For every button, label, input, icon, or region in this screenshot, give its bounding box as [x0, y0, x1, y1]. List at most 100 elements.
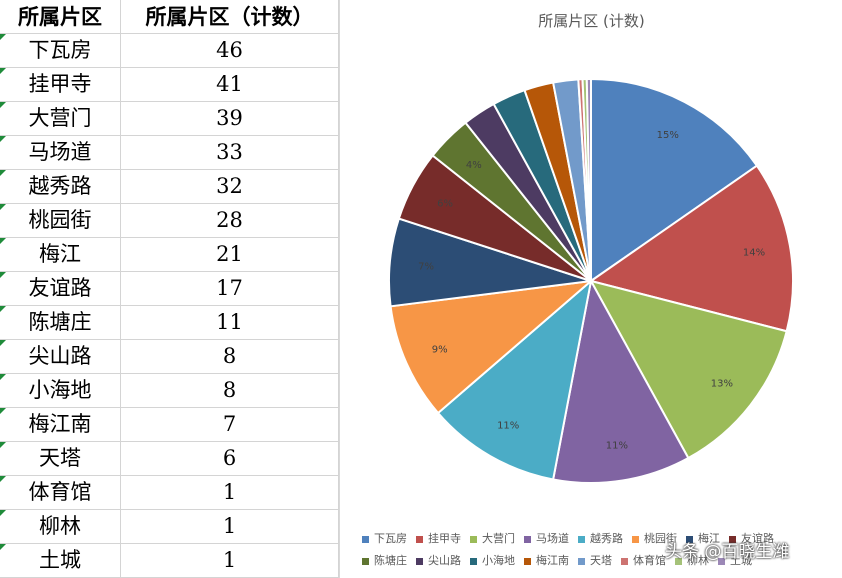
legend-swatch-icon — [470, 557, 477, 565]
table-row: 小海地 8 — [0, 374, 339, 408]
cell-area-name[interactable]: 马场道 — [28, 140, 92, 164]
cell-count[interactable]: 7 — [222, 412, 237, 436]
cell-count[interactable]: 28 — [216, 208, 243, 232]
table-row: 大营门 39 — [0, 102, 339, 136]
cell-area-name[interactable]: 友谊路 — [28, 276, 92, 300]
cell-area-name[interactable]: 土城 — [39, 548, 81, 572]
legend-swatch-icon — [362, 535, 369, 543]
legend-item[interactable]: 友谊路 — [729, 528, 774, 550]
pie-slice-4[interactable] — [551, 278, 690, 484]
cell-count[interactable]: 1 — [222, 480, 237, 504]
legend-item[interactable]: 挂甲寺 — [416, 528, 461, 550]
cell-note-marker — [0, 374, 6, 380]
legend-label: 下瓦房 — [374, 532, 407, 545]
cell-area-name[interactable]: 大营门 — [28, 106, 92, 130]
legend-label: 尖山路 — [428, 554, 461, 567]
pie-chart-panel[interactable]: 所属片区 (计数) 15% 14% 13% 11% 11% 9% 7% 6% 4% 下瓦房 挂甲寺… — [339, 0, 842, 578]
table-row: 尖山路 8 — [0, 340, 339, 374]
cell-count[interactable]: 6 — [222, 446, 237, 470]
chart-title: 所属片区 (计数) — [538, 12, 645, 30]
data-label: 7% — [418, 261, 434, 272]
cell-area-name[interactable]: 天塔 — [39, 446, 81, 470]
cell-note-marker — [0, 544, 6, 550]
cell-count[interactable]: 33 — [216, 140, 243, 164]
column-divider — [120, 0, 121, 578]
cell-count[interactable]: 17 — [216, 276, 243, 300]
legend-row: 陈塘庄 尖山路 小海地 梅江南 天塔 体育馆 柳林 土城 — [362, 550, 832, 572]
cell-area-name[interactable]: 尖山路 — [28, 344, 92, 368]
legend-label: 挂甲寺 — [428, 532, 461, 545]
pie-slice-5[interactable] — [436, 278, 593, 481]
header-count[interactable]: 所属片区（计数） — [145, 4, 314, 29]
data-label: 11% — [606, 441, 628, 452]
data-table: 所属片区 所属片区（计数） 下瓦房 46 挂甲寺 41 大营门 39 马场道 33 越秀路 32 桃园街… — [0, 0, 339, 578]
cell-area-name[interactable]: 柳林 — [39, 514, 81, 538]
pie-slice-3[interactable] — [589, 279, 788, 460]
legend-item[interactable]: 大营门 — [470, 528, 515, 550]
data-label: 14% — [743, 248, 765, 259]
table-row: 陈塘庄 11 — [0, 306, 339, 340]
legend-item[interactable]: 小海地 — [470, 550, 515, 572]
pie-slice-1[interactable] — [590, 77, 759, 283]
pie-chart: 15% 14% 13% 11% 11% 9% 7% 6% 4% — [388, 77, 794, 484]
pie-slice-16[interactable] — [585, 77, 592, 282]
legend-swatch-icon — [524, 535, 531, 543]
cell-note-marker — [0, 510, 6, 516]
cell-note-marker — [0, 238, 6, 244]
legend-swatch-icon — [686, 535, 693, 543]
legend-swatch-icon — [729, 535, 736, 543]
legend-item[interactable]: 尖山路 — [416, 550, 461, 572]
table-row: 桃园街 28 — [0, 204, 339, 238]
table-row: 梅江 21 — [0, 238, 339, 272]
table-row: 挂甲寺 41 — [0, 68, 339, 102]
cell-area-name[interactable]: 挂甲寺 — [28, 72, 92, 96]
cell-area-name[interactable]: 下瓦房 — [28, 38, 92, 62]
cell-area-name[interactable]: 桃园街 — [28, 208, 92, 232]
header-area[interactable]: 所属片区 — [18, 4, 102, 29]
cell-area-name[interactable]: 越秀路 — [28, 174, 92, 198]
legend-row: 下瓦房 挂甲寺 大营门 马场道 越秀路 桃园街 梅江 友谊路 — [362, 528, 832, 550]
legend-item[interactable]: 柳林 — [675, 550, 709, 572]
legend-label: 陈塘庄 — [374, 554, 407, 567]
legend-item[interactable]: 马场道 — [524, 528, 569, 550]
legend-swatch-icon — [675, 557, 682, 565]
cell-count[interactable]: 1 — [222, 514, 237, 538]
legend-item[interactable]: 体育馆 — [621, 550, 666, 572]
legend-item[interactable]: 越秀路 — [578, 528, 623, 550]
cell-count[interactable]: 21 — [216, 242, 243, 266]
cell-area-name[interactable]: 梅江南 — [28, 412, 92, 436]
pie-slice-2[interactable] — [588, 164, 794, 333]
legend-label: 越秀路 — [590, 532, 623, 545]
table-row: 天塔 6 — [0, 442, 339, 476]
cell-count[interactable]: 8 — [222, 378, 237, 402]
legend-item[interactable]: 陈塘庄 — [362, 550, 407, 572]
cell-note-marker — [0, 476, 6, 482]
cell-area-name[interactable]: 梅江 — [39, 242, 81, 266]
cell-count[interactable]: 46 — [216, 38, 243, 62]
legend-item[interactable]: 桃园街 — [632, 528, 677, 550]
table-row: 越秀路 32 — [0, 170, 339, 204]
cell-count[interactable]: 41 — [216, 72, 243, 96]
cell-count[interactable]: 11 — [216, 310, 243, 334]
cell-area-name[interactable]: 体育馆 — [28, 480, 92, 504]
legend-item[interactable]: 土城 — [718, 550, 752, 572]
cell-count[interactable]: 39 — [216, 106, 243, 130]
legend-item[interactable]: 梅江 — [686, 528, 720, 550]
cell-note-marker — [0, 340, 6, 346]
table-row: 马场道 33 — [0, 136, 339, 170]
cell-area-name[interactable]: 陈塘庄 — [28, 310, 92, 334]
cell-count[interactable]: 32 — [216, 174, 243, 198]
cell-count[interactable]: 1 — [222, 548, 237, 572]
cell-note-marker — [0, 408, 6, 414]
legend-swatch-icon — [416, 535, 423, 543]
cell-area-name[interactable]: 小海地 — [28, 378, 92, 402]
legend-item[interactable]: 下瓦房 — [362, 528, 407, 550]
legend-item[interactable]: 天塔 — [578, 550, 612, 572]
cell-count[interactable]: 8 — [222, 344, 237, 368]
pie-slice-6[interactable] — [389, 279, 595, 415]
table-header-row: 所属片区 所属片区（计数） — [0, 0, 339, 34]
cell-note-marker — [0, 170, 6, 176]
legend-label: 小海地 — [482, 554, 515, 567]
cell-note-marker — [0, 68, 6, 74]
legend-item[interactable]: 梅江南 — [524, 550, 569, 572]
